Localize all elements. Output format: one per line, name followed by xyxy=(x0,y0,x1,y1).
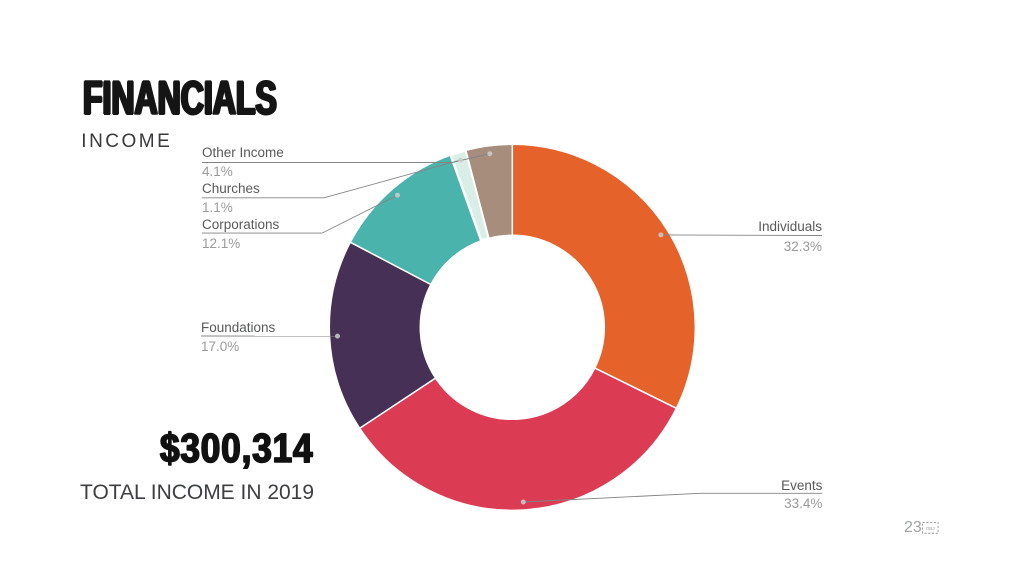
svg-text:OBJ: OBJ xyxy=(925,526,934,531)
